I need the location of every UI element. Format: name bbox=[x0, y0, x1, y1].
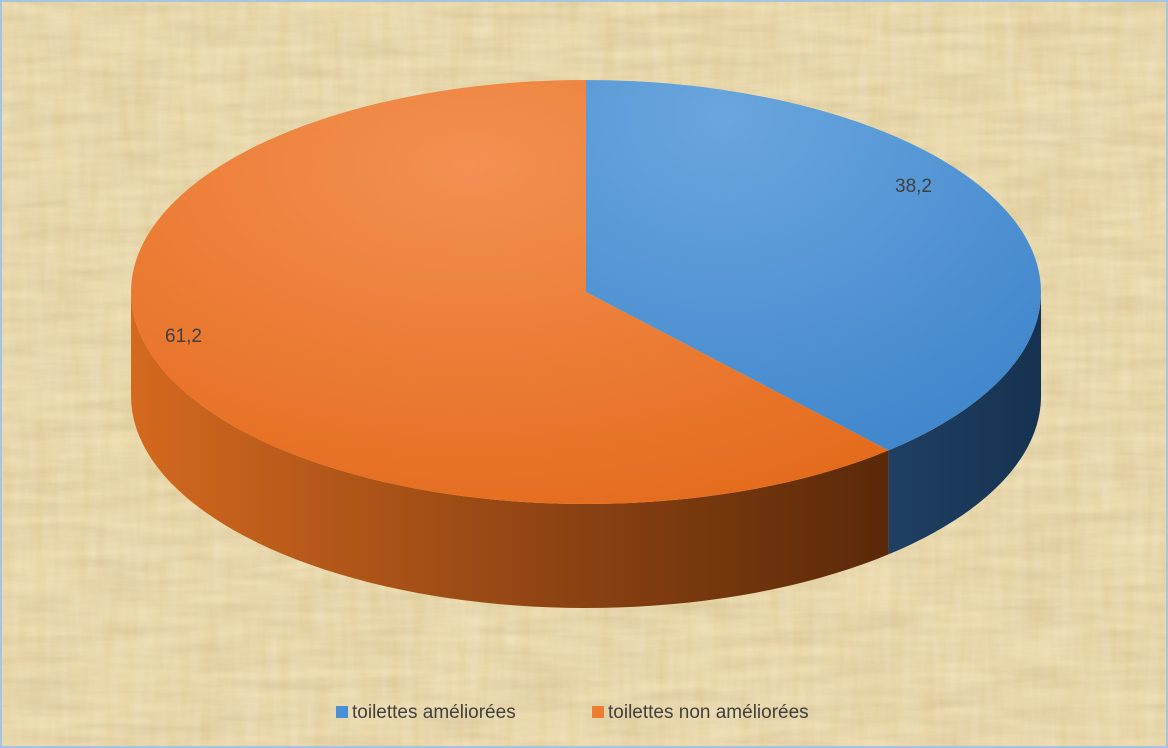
legend-label-1: toilettes non améliorées bbox=[608, 702, 809, 723]
legend-label-0: toilettes améliorées bbox=[352, 702, 516, 723]
data-label-0: 38,2 bbox=[895, 176, 932, 197]
pie-slice-1-side bbox=[131, 292, 889, 608]
pie-group bbox=[130, 79, 1041, 608]
pie-slice-0-top bbox=[586, 80, 1041, 451]
data-label-1: 61,2 bbox=[165, 326, 202, 347]
pie-slice-0-side bbox=[888, 292, 1041, 555]
pie-slice-1-top bbox=[130, 79, 889, 505]
legend: toilettes améliorées toilettes non améli… bbox=[336, 702, 809, 723]
legend-swatch-1 bbox=[592, 706, 604, 718]
legend-swatch-0 bbox=[336, 706, 348, 718]
